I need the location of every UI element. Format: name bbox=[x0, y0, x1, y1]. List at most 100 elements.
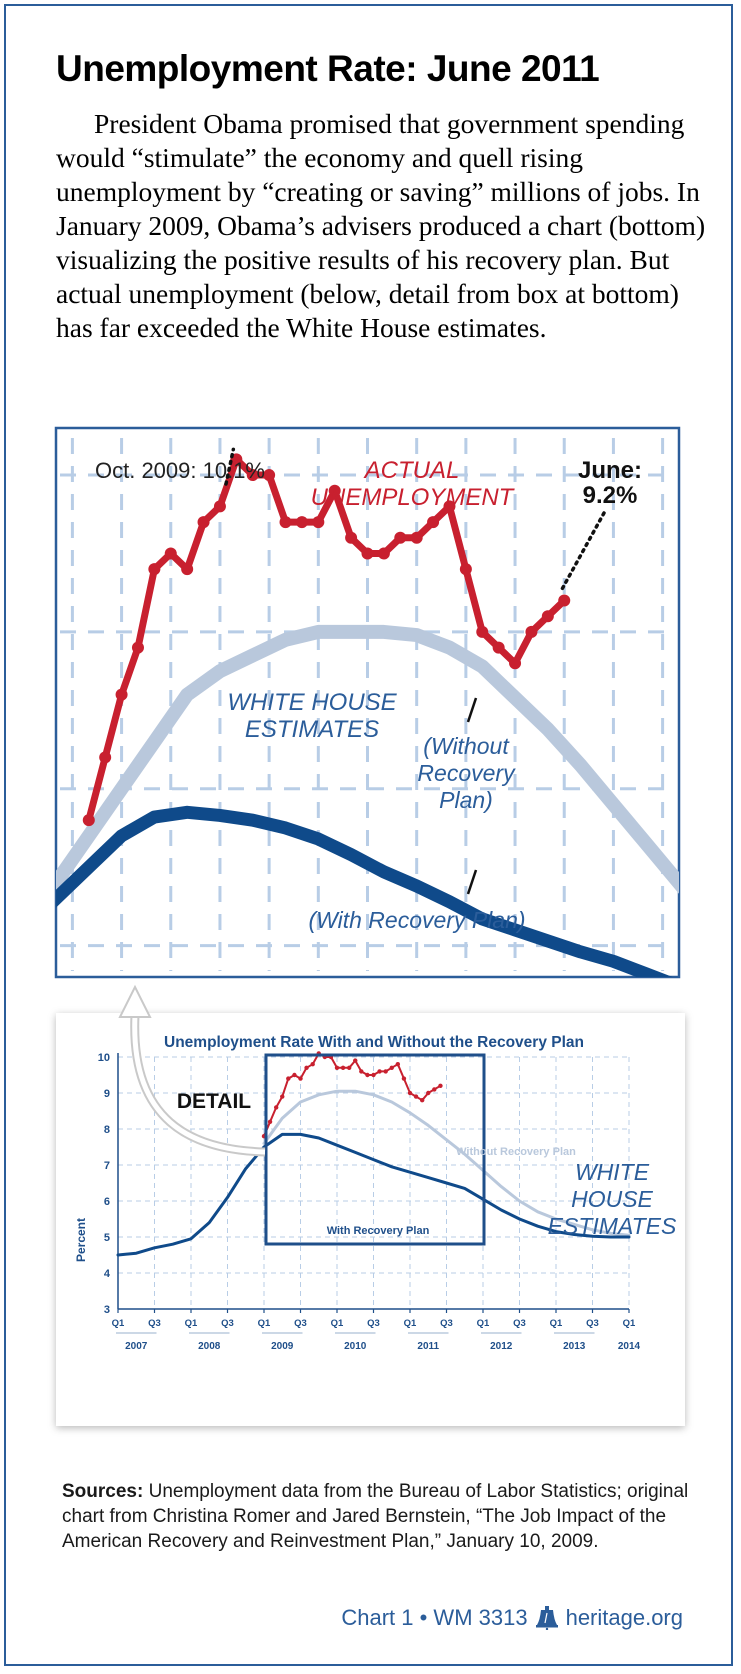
detail-point-actual bbox=[394, 531, 407, 544]
source-ytick-label: 5 bbox=[104, 1232, 110, 1244]
with-pointer bbox=[466, 869, 478, 895]
detail-point-actual bbox=[181, 563, 194, 576]
white-house-label-line1: WHITE HOUSE bbox=[227, 689, 397, 716]
source-point-actual bbox=[365, 1072, 370, 1078]
source-without-label: Without Recovery Plan bbox=[456, 1146, 576, 1158]
sources-label: Sources: bbox=[62, 1481, 144, 1502]
detail-point-actual bbox=[148, 563, 161, 576]
detail-point-actual bbox=[345, 531, 358, 544]
source-xtick-label: Q3 bbox=[148, 1318, 161, 1329]
source-ytick-label: 4 bbox=[104, 1268, 111, 1280]
detail-point-actual bbox=[509, 657, 522, 670]
detail-labels: Oct. 2009: 10.1% ACTUAL UNEMPLOYMENT Jun… bbox=[95, 457, 642, 933]
source-xtick-label: Q1 bbox=[331, 1318, 344, 1329]
source-ylabel: Percent bbox=[74, 1218, 88, 1262]
source-xtick-label: Q1 bbox=[185, 1318, 198, 1329]
detail-box bbox=[264, 1053, 486, 1246]
source-wh-line1: WHITE bbox=[575, 1159, 650, 1185]
without-plan-label-line2: Recovery bbox=[417, 760, 516, 786]
source-point-actual bbox=[389, 1065, 394, 1071]
source-year-label: 2009 bbox=[271, 1341, 294, 1352]
source-xtick-label: Q3 bbox=[294, 1318, 307, 1329]
source-point-actual bbox=[334, 1065, 340, 1071]
source-year-label: 2013 bbox=[563, 1341, 586, 1352]
source-xtick-label: Q1 bbox=[623, 1318, 636, 1329]
detail-point-actual bbox=[99, 751, 112, 764]
chart-id: Chart 1 • WM 3313 bbox=[341, 1605, 528, 1630]
detail-point-actual bbox=[377, 547, 390, 560]
detail-point-actual bbox=[410, 531, 423, 544]
source-ytick-label: 3 bbox=[104, 1304, 110, 1316]
source-point-actual bbox=[395, 1062, 401, 1067]
source-axes: 3 4 5 6 7 8 9 10 Q1 Q3 Q1 Q3 Q1 Q3 Q1 Q3 Q1 Q3 Q1 Q3 Q1 Q3 Q1 2… bbox=[98, 1052, 641, 1352]
june-callout-line2: 9.2% bbox=[583, 482, 638, 509]
june-callout-line1: June: bbox=[578, 457, 642, 484]
without-pointer bbox=[466, 697, 478, 723]
source-point-actual bbox=[273, 1105, 279, 1110]
source-line-without bbox=[262, 1089, 631, 1237]
sources-text: Unemployment data from the Bureau of Lab… bbox=[62, 1481, 689, 1552]
oct-2009-callout: Oct. 2009: 10.1% bbox=[95, 458, 265, 483]
source-year-label: 2008 bbox=[198, 1341, 221, 1352]
without-plan-label-line3: Plan) bbox=[439, 787, 493, 813]
source-wh-line3: ESTIMATES bbox=[548, 1213, 677, 1239]
source-chart: Unemployment Rate With and Without the R… bbox=[56, 1013, 685, 1426]
source-line-with bbox=[116, 1132, 631, 1257]
source-point-actual bbox=[346, 1065, 352, 1071]
source-point-actual bbox=[286, 1076, 291, 1081]
source-point-actual bbox=[371, 1072, 376, 1078]
source-xtick-label: Q3 bbox=[513, 1318, 526, 1329]
source-point-actual bbox=[407, 1090, 413, 1096]
source-point-actual bbox=[267, 1119, 273, 1125]
source-point-actual bbox=[377, 1069, 382, 1074]
detail-point-actual bbox=[82, 814, 95, 827]
source-point-actual bbox=[340, 1065, 346, 1071]
source-point-actual bbox=[304, 1065, 309, 1071]
source-point-actual bbox=[438, 1083, 443, 1089]
detail-point-actual bbox=[558, 594, 571, 607]
intro-paragraph: President Obama promised that government… bbox=[56, 108, 706, 343]
source-point-actual bbox=[310, 1062, 315, 1067]
source-xtick-label: Q3 bbox=[367, 1318, 380, 1329]
source-point-actual bbox=[432, 1087, 437, 1092]
source-ytick-label: 8 bbox=[104, 1124, 110, 1136]
source-year-label: 2007 bbox=[125, 1341, 148, 1352]
detail-point-actual bbox=[197, 516, 210, 529]
detail-point-actual bbox=[443, 500, 456, 513]
source-xtick-label: Q3 bbox=[221, 1318, 234, 1329]
detail-point-actual bbox=[295, 516, 308, 529]
oct-callout-leader bbox=[224, 447, 236, 486]
source-ytick-label: 9 bbox=[104, 1088, 110, 1100]
actual-label-line2: UNEMPLOYMENT bbox=[311, 484, 516, 511]
detail-point-actual bbox=[361, 547, 374, 560]
detail-point-actual bbox=[541, 610, 554, 623]
detail-point-actual bbox=[115, 688, 128, 701]
detail-point-actual bbox=[246, 469, 259, 482]
source-point-actual bbox=[383, 1069, 388, 1074]
white-house-label-line2: ESTIMATES bbox=[245, 716, 379, 743]
detail-point-actual bbox=[427, 516, 440, 529]
source-xtick-label: Q1 bbox=[112, 1318, 125, 1329]
source-point-actual bbox=[401, 1076, 407, 1081]
detail-point-actual bbox=[131, 641, 144, 654]
detail-point-actual bbox=[263, 469, 276, 482]
site-link[interactable]: heritage.org bbox=[565, 1605, 683, 1630]
source-year-label: 2014 bbox=[618, 1341, 641, 1352]
page-title: Unemployment Rate: June 2011 bbox=[56, 48, 600, 89]
detail-line-without bbox=[56, 624, 679, 895]
detail-point-actual bbox=[476, 625, 489, 638]
without-plan-label-line1: (Without bbox=[423, 733, 510, 759]
source-point-actual bbox=[298, 1076, 303, 1081]
footer: Chart 1 • WM 3313 heritage.org bbox=[341, 1605, 683, 1631]
source-year-label: 2012 bbox=[490, 1341, 513, 1352]
source-ytick-label: 10 bbox=[98, 1052, 110, 1064]
detail-point-actual bbox=[279, 516, 292, 529]
source-chart-title: Unemployment Rate With and Without the R… bbox=[164, 1034, 584, 1051]
june-callout-leader bbox=[559, 511, 606, 593]
source-point-actual bbox=[359, 1069, 364, 1074]
source-point-actual bbox=[419, 1098, 425, 1103]
source-xtick-label: Q1 bbox=[550, 1318, 563, 1329]
detail-point-actual bbox=[525, 625, 538, 638]
detail-point-actual bbox=[164, 547, 177, 560]
detail-label: DETAIL bbox=[177, 1090, 251, 1113]
